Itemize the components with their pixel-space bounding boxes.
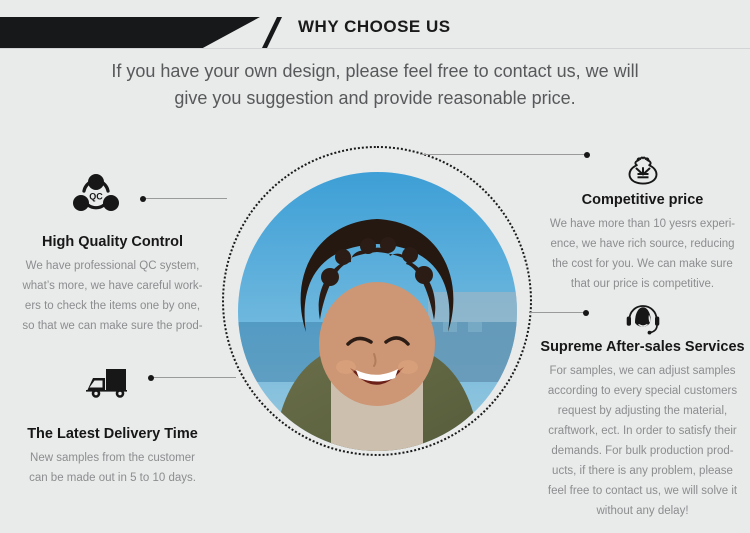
svg-text:QC: QC <box>89 192 103 202</box>
